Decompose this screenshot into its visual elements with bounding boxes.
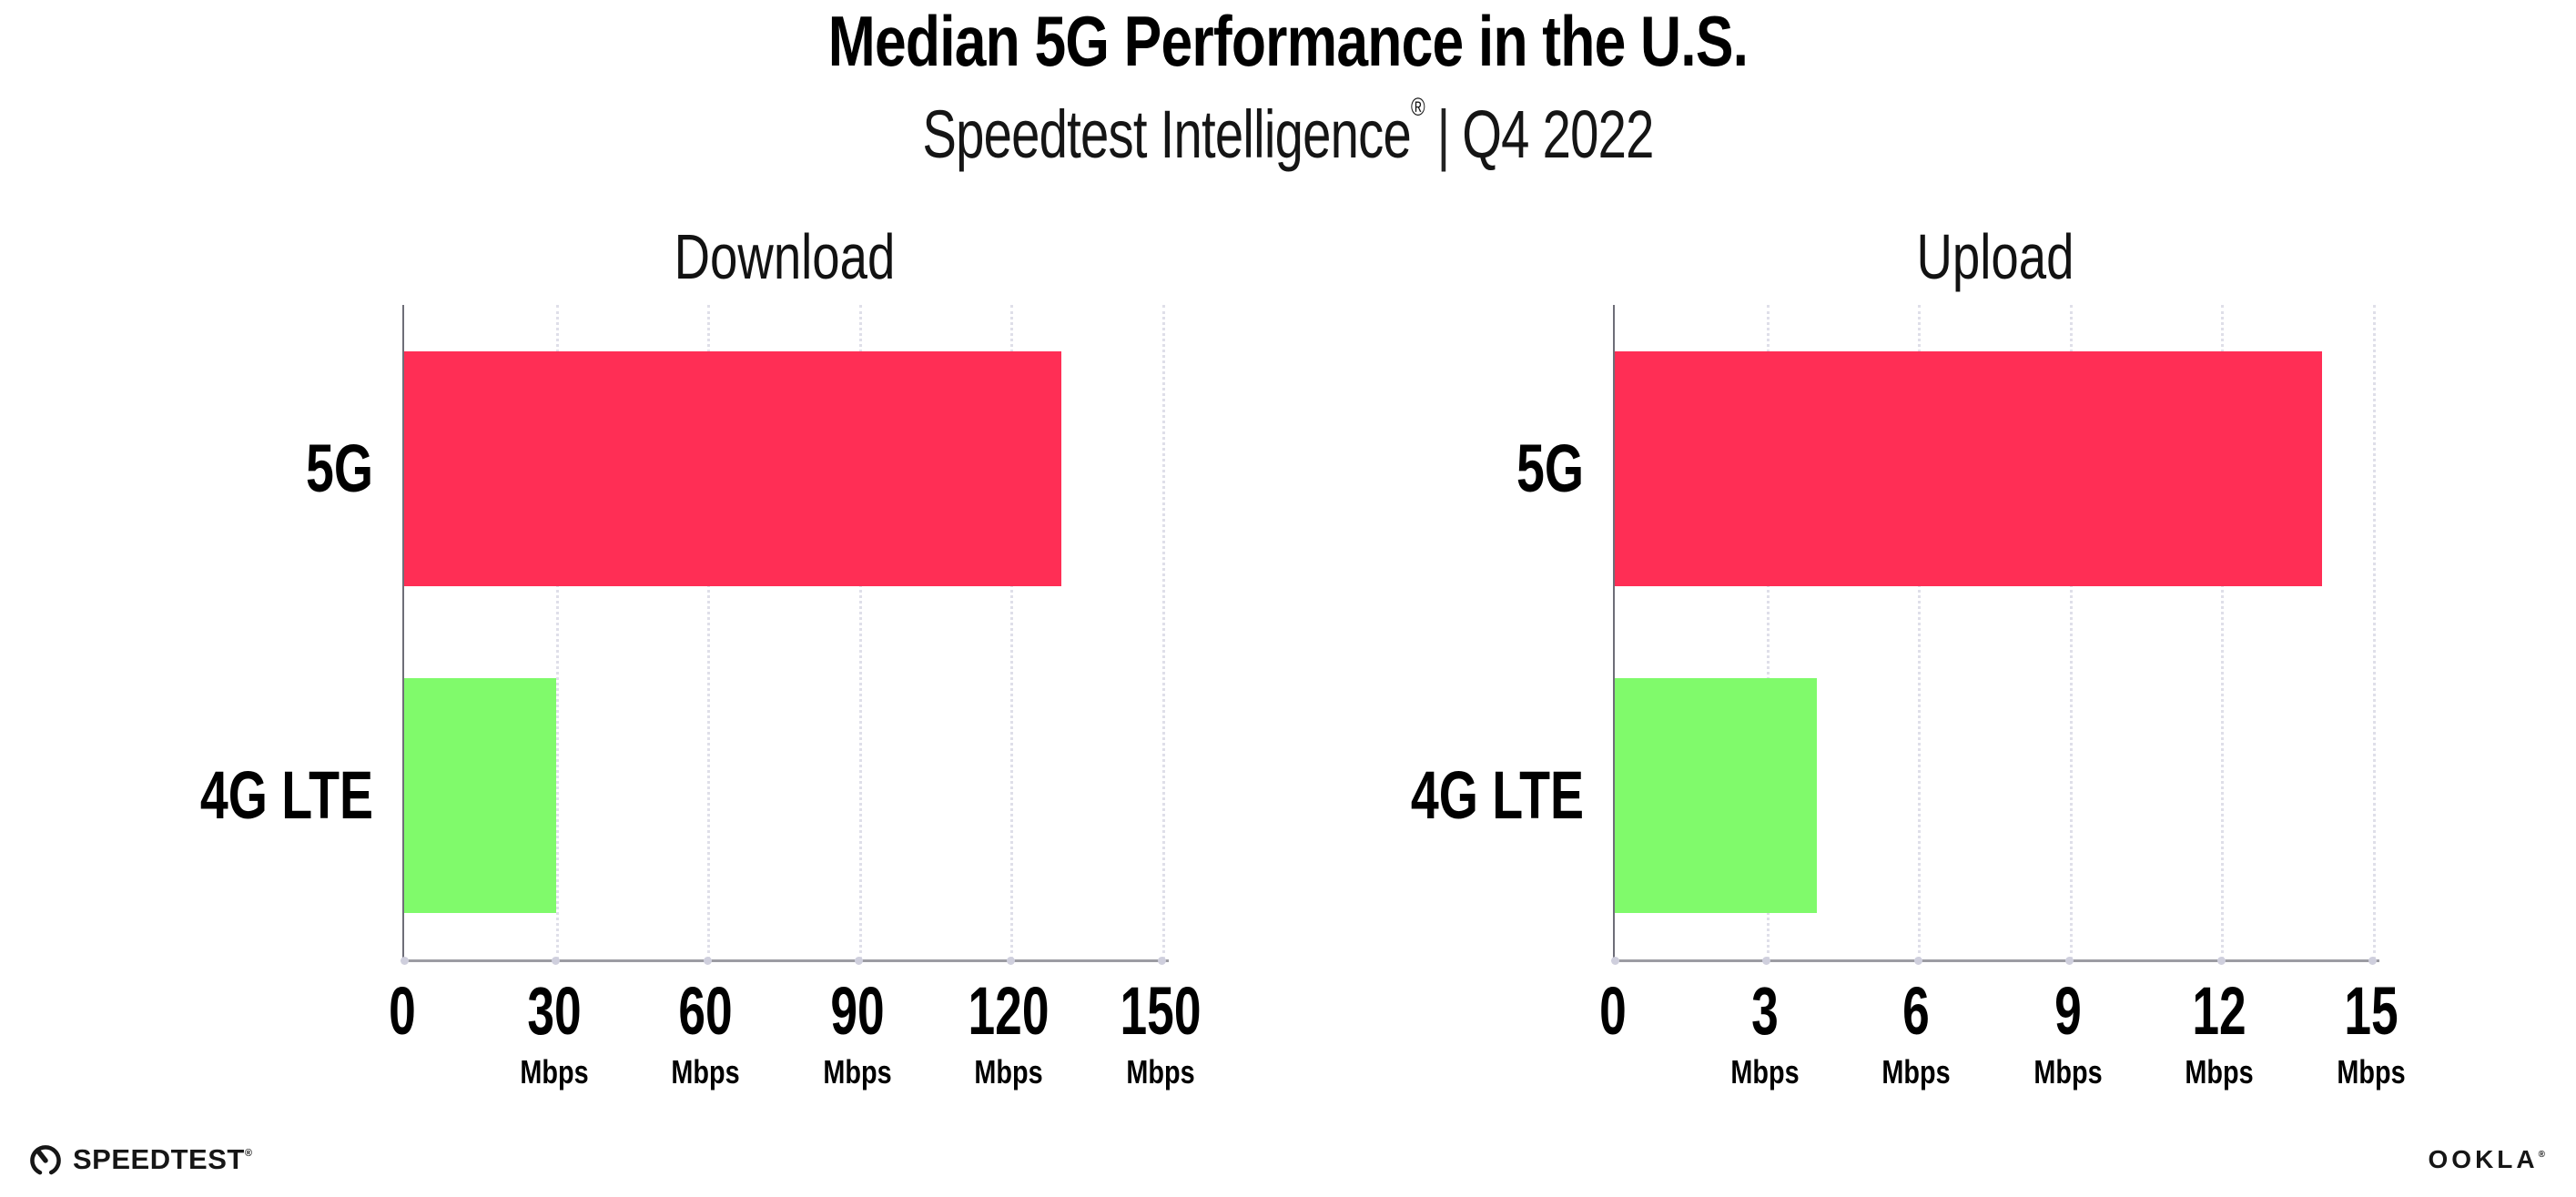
x-tick-15: 15 Mbps bbox=[2280, 978, 2462, 1090]
x-tick-value: 15 bbox=[2343, 973, 2399, 1049]
page-subtitle: Speedtest Intelligence® | Q4 2022 bbox=[309, 93, 2267, 173]
ookla-logo: OOKLA® bbox=[2429, 1143, 2549, 1176]
gridline-60 bbox=[707, 305, 710, 959]
x-tick-unit: Mbps bbox=[2033, 1053, 2103, 1090]
x-tick-value: 90 bbox=[829, 973, 885, 1049]
x-tick-unit: Mbps bbox=[519, 1053, 589, 1090]
x-tick-60: 60 Mbps bbox=[614, 978, 796, 1090]
gridline-90 bbox=[858, 305, 862, 959]
ookla-registered-mark: ® bbox=[2538, 1150, 2549, 1160]
bar-5g bbox=[1615, 351, 2322, 586]
x-tick-120: 120 Mbps bbox=[918, 978, 1100, 1090]
axis-tick-dot-9 bbox=[2065, 957, 2074, 965]
x-tick-unit: Mbps bbox=[1125, 1053, 1195, 1090]
category-label-4g-lte: 4G LTE bbox=[1410, 757, 1584, 833]
x-tick-value: 30 bbox=[526, 973, 582, 1049]
x-tick-unit: Mbps bbox=[671, 1053, 740, 1090]
download-chart-title: Download bbox=[674, 221, 896, 292]
axis-tick-dot-150 bbox=[1158, 957, 1166, 965]
category-label-5g: 5G bbox=[305, 431, 373, 506]
speedtest-logo-text: SPEEDTEST® bbox=[73, 1143, 253, 1175]
subtitle-separator: | bbox=[1436, 96, 1451, 172]
axis-tick-dot-15 bbox=[2368, 957, 2377, 965]
page-title: Median 5G Performance in the U.S. bbox=[827, 1, 1749, 81]
axis-tick-dot-6 bbox=[1913, 957, 1922, 965]
x-tick-150: 150 Mbps bbox=[1070, 978, 1252, 1090]
axis-tick-dot-90 bbox=[855, 957, 863, 965]
gridline-3 bbox=[1766, 305, 1770, 959]
axis-tick-dot-30 bbox=[552, 957, 560, 965]
bar-4g-lte bbox=[404, 678, 556, 913]
subtitle-period: Q4 2022 bbox=[1462, 96, 1654, 172]
speedtest-registered-mark: ® bbox=[244, 1148, 253, 1159]
x-tick-value: 0 bbox=[1599, 973, 1627, 1049]
axis-tick-dot-120 bbox=[1006, 957, 1015, 965]
subtitle-brand: Speedtest Intelligence bbox=[922, 96, 1412, 172]
upload-chart-panel: Upload 0 3 Mbps 6 Mbps 9 Mbps 12 Mbps 15 Mbps 5G 4G … bbox=[1240, 118, 2405, 1138]
axis-tick-dot-60 bbox=[703, 957, 712, 965]
x-tick-value: 6 bbox=[1902, 973, 1930, 1049]
gridline-120 bbox=[1010, 305, 1013, 959]
x-tick-unit: Mbps bbox=[974, 1053, 1043, 1090]
x-tick-unit: Mbps bbox=[2336, 1053, 2406, 1090]
download-chart-panel: Download 0 30 Mbps 60 Mbps 90 Mbps 120 Mbps 150 Mb… bbox=[29, 118, 1201, 1138]
x-tick-value: 12 bbox=[2192, 973, 2246, 1049]
x-tick-unit bbox=[1540, 1054, 1686, 1090]
x-tick-unit: Mbps bbox=[1881, 1053, 1951, 1090]
x-tick-90: 90 Mbps bbox=[766, 978, 948, 1090]
speedtest-gauge-icon bbox=[27, 1141, 64, 1178]
speedtest-logo: SPEEDTEST® bbox=[27, 1140, 252, 1180]
gridline-12 bbox=[2221, 305, 2224, 959]
gridline-15 bbox=[2372, 305, 2376, 959]
x-tick-0: 0 bbox=[311, 978, 493, 1090]
upload-plot-area bbox=[1610, 305, 2379, 965]
x-tick-unit bbox=[330, 1054, 475, 1090]
registered-mark-icon: ® bbox=[1411, 93, 1425, 121]
upload-chart-title: Upload bbox=[1916, 221, 2074, 292]
x-tick-unit: Mbps bbox=[822, 1053, 892, 1090]
x-tick-unit: Mbps bbox=[2185, 1053, 2254, 1090]
x-tick-30: 30 Mbps bbox=[463, 978, 645, 1090]
x-tick-0: 0 bbox=[1522, 978, 1704, 1090]
gridline-30 bbox=[555, 305, 559, 959]
gridline-9 bbox=[2069, 305, 2073, 959]
x-tick-12: 12 Mbps bbox=[2128, 978, 2310, 1090]
x-tick-3: 3 Mbps bbox=[1674, 978, 1856, 1090]
x-tick-unit: Mbps bbox=[1729, 1053, 1800, 1090]
x-tick-value: 0 bbox=[389, 973, 416, 1049]
x-tick-value: 60 bbox=[678, 973, 733, 1049]
download-plot-area bbox=[400, 305, 1169, 965]
axis-tick-dot-3 bbox=[1762, 957, 1770, 965]
ookla-logo-text: OOKLA® bbox=[2428, 1145, 2549, 1173]
axis-tick-dot-0 bbox=[1610, 957, 1619, 965]
x-tick-value: 3 bbox=[1750, 973, 1779, 1049]
gridline-150 bbox=[1161, 305, 1165, 959]
x-tick-value: 120 bbox=[968, 973, 1050, 1049]
category-label-5g: 5G bbox=[1516, 431, 1584, 506]
axis-tick-dot-12 bbox=[2216, 957, 2226, 965]
bar-4g-lte bbox=[1615, 678, 1817, 913]
x-tick-value: 9 bbox=[2054, 973, 2082, 1049]
x-tick-6: 6 Mbps bbox=[1825, 978, 2007, 1090]
gridline-6 bbox=[1918, 305, 1921, 959]
category-label-4g-lte: 4G LTE bbox=[199, 757, 373, 833]
x-tick-value: 150 bbox=[1120, 973, 1201, 1049]
axis-tick-dot-0 bbox=[400, 957, 409, 965]
x-tick-9: 9 Mbps bbox=[1977, 978, 2159, 1090]
bar-5g bbox=[404, 351, 1061, 586]
